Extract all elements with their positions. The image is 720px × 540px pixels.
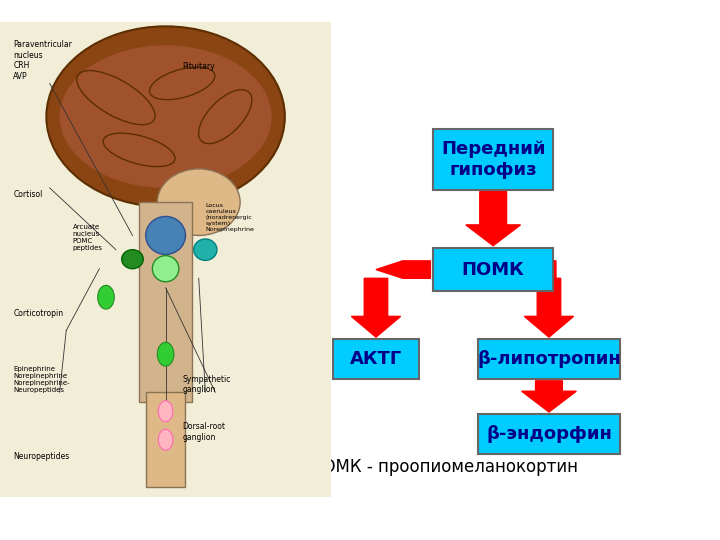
FancyBboxPatch shape <box>0 22 331 497</box>
Ellipse shape <box>153 255 179 282</box>
Text: Sympathetic
ganglion: Sympathetic ganglion <box>182 375 230 394</box>
Polygon shape <box>351 278 400 337</box>
Ellipse shape <box>46 26 285 207</box>
Ellipse shape <box>157 169 240 235</box>
Text: Dorsal-root
ganglion: Dorsal-root ganglion <box>182 422 225 442</box>
Ellipse shape <box>194 239 217 260</box>
Polygon shape <box>521 381 576 412</box>
FancyBboxPatch shape <box>433 248 553 292</box>
Text: Pituitary: Pituitary <box>182 62 215 71</box>
Text: Передний
гипофиз: Передний гипофиз <box>441 140 546 179</box>
Polygon shape <box>466 192 521 246</box>
FancyBboxPatch shape <box>478 414 620 454</box>
FancyBboxPatch shape <box>139 202 192 402</box>
FancyBboxPatch shape <box>145 392 186 487</box>
Text: Arcuate
nucleus
POMC
peptides: Arcuate nucleus POMC peptides <box>73 224 103 251</box>
Polygon shape <box>376 261 431 278</box>
Ellipse shape <box>60 45 271 188</box>
FancyBboxPatch shape <box>333 339 419 379</box>
Polygon shape <box>524 278 574 337</box>
Text: ПОМК: ПОМК <box>462 261 525 279</box>
Circle shape <box>158 429 173 450</box>
Text: Cortisol: Cortisol <box>13 191 42 199</box>
FancyBboxPatch shape <box>433 129 553 190</box>
Text: Locus
caeruleus
(noradrenergic
system)
Norepinephrine: Locus caeruleus (noradrenergic system) N… <box>205 204 254 232</box>
Circle shape <box>158 401 173 422</box>
Text: Corticotropin: Corticotropin <box>13 309 63 318</box>
Text: ПОМК - проопиомеланокортин: ПОМК - проопиомеланокортин <box>310 458 578 476</box>
Text: Paraventricular
nucleus
CRH
AVP: Paraventricular nucleus CRH AVP <box>13 40 72 80</box>
Text: β-эндорфин: β-эндорфин <box>486 425 612 443</box>
Text: Стресс система: Стресс система <box>116 458 253 476</box>
FancyBboxPatch shape <box>478 339 620 379</box>
Polygon shape <box>522 261 556 278</box>
Text: β-липотропин: β-липотропин <box>477 350 621 368</box>
Ellipse shape <box>122 249 143 269</box>
Circle shape <box>157 342 174 366</box>
Text: Neuropeptides: Neuropeptides <box>13 452 70 461</box>
Circle shape <box>98 285 114 309</box>
Text: Epinephrine
Norepinephrine
Norepinephrine-
Neuropeptides: Epinephrine Norepinephrine Norepinephrin… <box>13 366 70 393</box>
Ellipse shape <box>145 217 186 254</box>
Text: АКТГ: АКТГ <box>350 350 402 368</box>
